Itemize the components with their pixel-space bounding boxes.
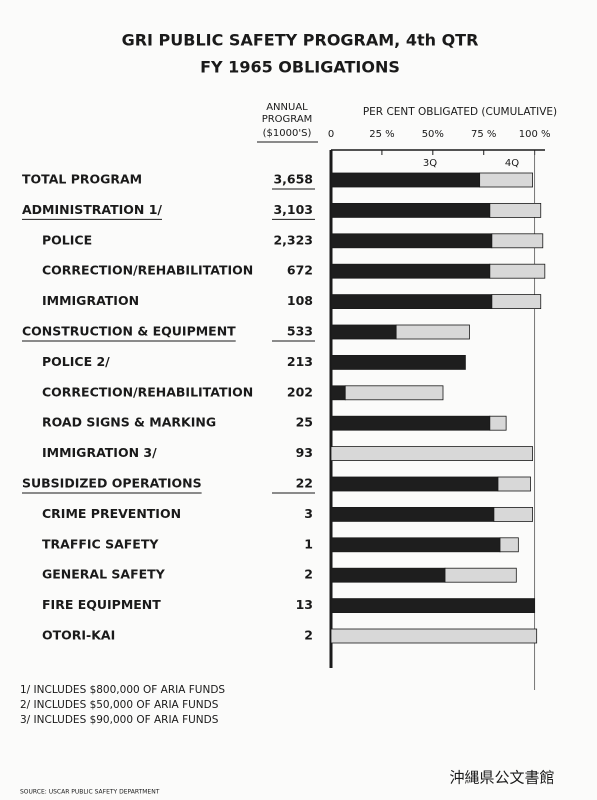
bar-segment xyxy=(330,446,534,462)
bar-segment xyxy=(330,628,538,644)
chart-title: FY 1965 OBLIGATIONS xyxy=(200,58,400,77)
row-label: ADMINISTRATION 1/ xyxy=(22,202,162,217)
bar-segment xyxy=(330,506,495,522)
row-label: IMMIGRATION 3/ xyxy=(42,445,157,460)
source: SOURCE: USCAR PUBLIC SAFETY DEPARTMENT xyxy=(20,789,160,796)
bar-segment xyxy=(330,294,493,310)
bar-segment xyxy=(330,233,493,249)
x-tick-label: 25 % xyxy=(369,129,394,140)
bar-segment xyxy=(489,415,507,431)
bar-segment xyxy=(395,324,470,340)
row-label: CONSTRUCTION & EQUIPMENT xyxy=(22,324,236,339)
annual-value: 2 xyxy=(304,567,313,582)
bar-segment xyxy=(330,324,397,340)
bar-segment xyxy=(499,537,519,553)
bar-segment xyxy=(491,233,544,249)
annual-value: 3 xyxy=(304,506,313,521)
row-label: GENERAL SAFETY xyxy=(42,567,166,582)
annual-value: 2,323 xyxy=(273,232,313,247)
bar-segment xyxy=(330,598,536,613)
bar-segment xyxy=(330,354,466,370)
annual-value: 3,658 xyxy=(273,172,313,187)
footnote: 1/ INCLUDES $800,000 OF ARIA FUNDS xyxy=(20,684,225,696)
bar-segment xyxy=(444,567,517,583)
row-label: ROAD SIGNS & MARKING xyxy=(42,415,216,430)
annual-value: 13 xyxy=(296,597,313,612)
annual-value: 1 xyxy=(304,536,313,551)
row-label: FIRE EQUIPMENT xyxy=(42,597,161,612)
annual-value: 93 xyxy=(296,445,313,460)
row-label: OTORI-KAI xyxy=(42,628,115,643)
table-header: PROGRAM xyxy=(262,114,313,125)
bar-segment xyxy=(344,385,444,401)
x-tick-label: 0 xyxy=(328,129,334,140)
row-label: SUBSIDIZED OPERATIONS xyxy=(22,476,202,491)
bar-segment xyxy=(330,567,446,583)
footnote: 2/ INCLUDES $50,000 OF ARIA FUNDS xyxy=(20,699,219,711)
legend-label: 4Q xyxy=(505,158,519,169)
bar-segment xyxy=(489,263,546,279)
archive-stamp: 沖縄県公文書館 xyxy=(449,769,554,787)
x-tick-label: 50% xyxy=(422,129,444,140)
annual-value: 3,103 xyxy=(273,202,313,217)
bar-segment xyxy=(497,476,531,492)
bar-segment xyxy=(330,202,491,218)
annual-value: 108 xyxy=(287,293,313,308)
bar-segment xyxy=(330,537,501,553)
annual-value: 533 xyxy=(287,324,313,339)
x-axis-label: PER CENT OBLIGATED (CUMULATIVE) xyxy=(363,106,557,118)
bar-segment xyxy=(330,415,491,431)
bar-segment xyxy=(330,476,499,492)
row-label: POLICE xyxy=(42,232,92,247)
bar-segment xyxy=(479,172,533,188)
row-label: TOTAL PROGRAM xyxy=(22,172,142,187)
row-label: CORRECTION/REHABILITATION xyxy=(42,263,253,278)
row-label: IMMIGRATION xyxy=(42,293,139,308)
bar-segment xyxy=(493,506,533,522)
bar-segment xyxy=(489,202,542,218)
bar-segment xyxy=(330,385,346,401)
table-header: ANNUAL xyxy=(266,102,308,113)
table-header: ($1000'S) xyxy=(263,128,312,139)
annual-value: 2 xyxy=(304,628,313,643)
annual-value: 213 xyxy=(287,354,313,369)
annual-value: 202 xyxy=(287,384,313,399)
bar-segment xyxy=(330,172,481,188)
annual-value: 672 xyxy=(287,263,313,278)
annual-value: 25 xyxy=(296,415,313,430)
legend-label: 3Q xyxy=(423,158,437,169)
row-label: TRAFFIC SAFETY xyxy=(42,536,159,551)
row-label: POLICE 2/ xyxy=(42,354,110,369)
bar-segment xyxy=(330,263,491,279)
x-tick-label: 75 % xyxy=(471,129,496,140)
bar-segment xyxy=(491,294,542,310)
annual-value: 22 xyxy=(296,476,313,491)
row-label: CORRECTION/REHABILITATION xyxy=(42,384,253,399)
footnote: 3/ INCLUDES $90,000 OF ARIA FUNDS xyxy=(20,714,219,726)
x-tick-label: 100 % xyxy=(519,129,551,140)
chart-title: GRI PUBLIC SAFETY PROGRAM, 4th QTR xyxy=(122,31,479,50)
row-label: CRIME PREVENTION xyxy=(42,506,181,521)
